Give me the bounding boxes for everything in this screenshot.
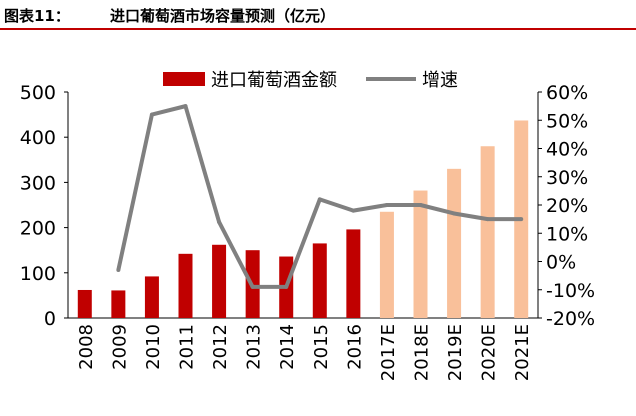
- bar-2018E: [413, 190, 428, 318]
- left-tick-label: 500: [20, 82, 56, 104]
- bar-2020E: [480, 146, 495, 318]
- x-tick-label: 2021E: [512, 324, 533, 381]
- x-tick-label: 2012: [210, 324, 231, 370]
- legend-swatch-bar: [163, 72, 205, 86]
- legend-label-amount: 进口葡萄酒金额: [211, 70, 337, 91]
- x-tick-label: 2011: [177, 324, 198, 370]
- figure-header: 图表11： 进口葡萄酒市场容量预测（亿元）: [0, 0, 636, 30]
- x-tick-label: 2019E: [445, 324, 466, 381]
- growth-point-2011: [183, 104, 188, 109]
- right-tick-label: -10%: [546, 280, 595, 302]
- left-tick-label: 300: [20, 172, 56, 194]
- growth-point-2020E: [485, 217, 490, 222]
- growth-point-2013: [250, 284, 255, 289]
- x-tick-label: 2013: [244, 324, 265, 370]
- legend-label-growth: 增速: [422, 70, 458, 91]
- growth-point-2018E: [418, 203, 423, 207]
- x-tick-label: 2020E: [479, 324, 500, 381]
- x-tick-label: 2017E: [378, 324, 399, 381]
- x-tick-label: 2015: [311, 324, 332, 370]
- growth-point-2016: [351, 208, 356, 213]
- growth-point-2014: [284, 284, 289, 289]
- left-tick-label: 400: [20, 127, 56, 149]
- growth-point-2019E: [452, 211, 457, 216]
- figure-title: 进口葡萄酒市场容量预测（亿元）: [110, 7, 336, 25]
- growth-point-2017E: [384, 203, 389, 207]
- right-tick-label: 10%: [546, 223, 588, 245]
- bar-2019E: [447, 168, 462, 318]
- x-tick-label: 2008: [76, 324, 97, 370]
- right-tick-label: -20%: [546, 308, 595, 330]
- bar-2017E: [379, 211, 394, 318]
- left-tick-label: 0: [44, 308, 56, 330]
- figure-label: 图表11：: [4, 7, 70, 25]
- left-tick-label: 200: [20, 218, 56, 240]
- right-tick-label: 30%: [546, 167, 588, 189]
- left-tick-label: 100: [20, 263, 56, 285]
- bar-2015: [312, 243, 327, 318]
- growth-point-2010: [149, 112, 154, 117]
- x-tick-label: 2016: [344, 324, 365, 370]
- bar-2010: [144, 276, 159, 318]
- x-tick-label: 2014: [277, 324, 298, 370]
- bar-2008: [77, 289, 92, 318]
- bar-2011: [178, 253, 193, 318]
- bar-2012: [212, 244, 227, 318]
- growth-point-2009: [116, 267, 121, 272]
- growth-point-2012: [217, 219, 222, 224]
- x-tick-label: 2010: [143, 324, 164, 370]
- right-tick-label: 40%: [546, 139, 588, 161]
- right-tick-label: 60%: [546, 82, 588, 104]
- right-tick-label: 50%: [546, 110, 588, 132]
- bar-2016: [346, 229, 361, 318]
- right-tick-label: 0%: [546, 252, 576, 274]
- growth-point-2021E: [519, 217, 524, 222]
- right-tick-label: 20%: [546, 195, 588, 217]
- x-tick-label: 2018E: [412, 324, 433, 381]
- x-tick-label: 2009: [109, 324, 130, 370]
- growth-point-2015: [317, 197, 322, 202]
- bar-2009: [111, 290, 126, 318]
